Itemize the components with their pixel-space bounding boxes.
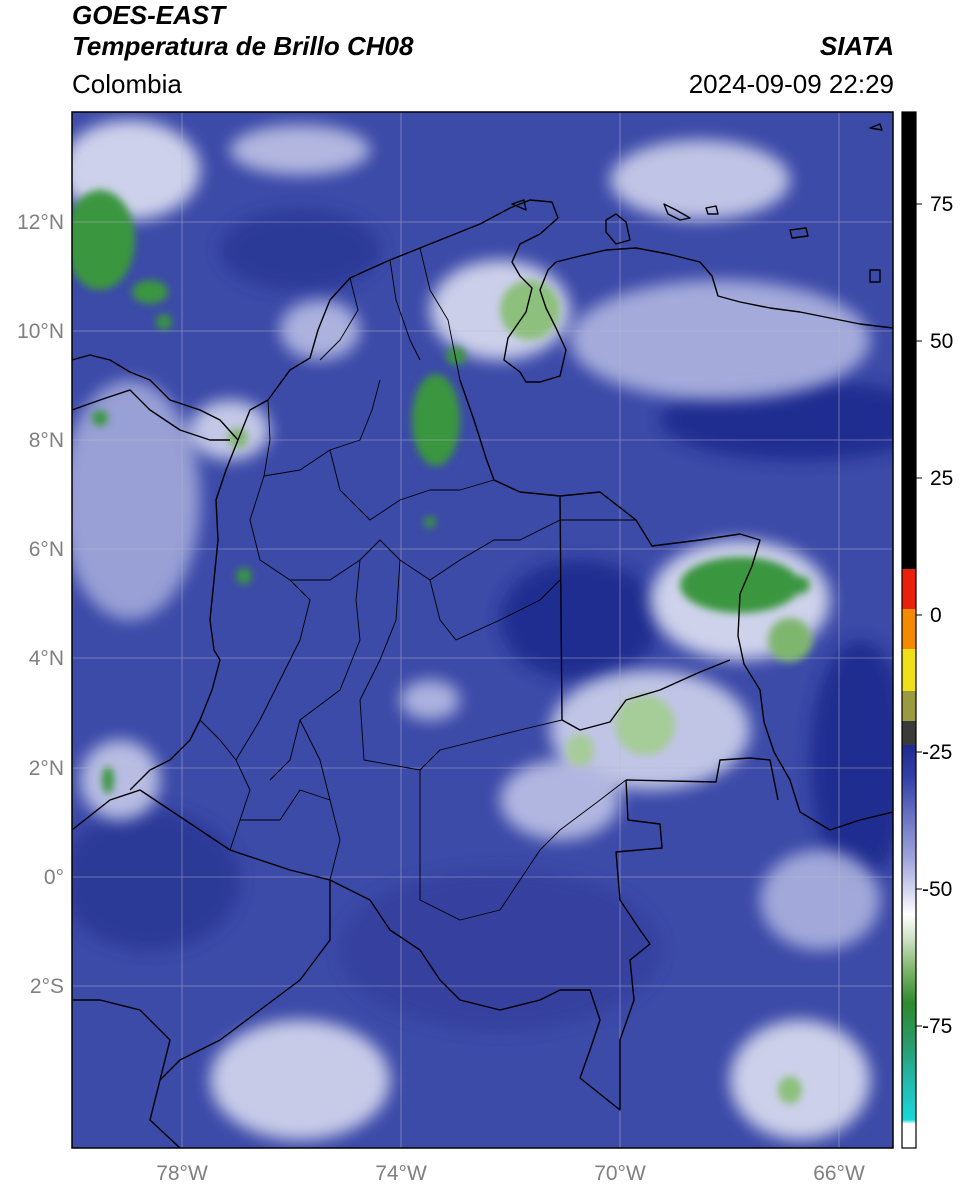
satellite-image (72, 112, 893, 1148)
longitude-labels: 78°W 74°W 70°W 66°W (156, 1162, 865, 1185)
lat-label: 6°N (29, 538, 64, 561)
lat-label: 2°S (30, 975, 64, 998)
graticule (72, 112, 893, 1148)
lat-label: 0° (44, 866, 64, 889)
colorbar-dark-segment (902, 721, 916, 745)
datetime-label: 2024-09-09 22:29 (688, 69, 894, 99)
colorbar-olive-segment (902, 691, 916, 721)
lat-label: 8°N (29, 429, 64, 452)
title-block: GOES-EAST Temperatura de Brillo CH08 Col… (72, 0, 413, 102)
product-name: Temperatura de Brillo CH08 (72, 31, 414, 61)
lat-label: 2°N (29, 757, 64, 780)
colorbar-tick-label: -25 (922, 741, 952, 764)
colorbar-tick-label: -50 (922, 878, 952, 901)
map-frame (71, 111, 894, 1149)
source-name: SIATA (819, 31, 894, 61)
colorbar-yellow-segment (902, 649, 916, 691)
colorbar-red-segment (902, 569, 916, 609)
lon-label: 66°W (813, 1162, 865, 1185)
region-name: Colombia (72, 69, 182, 99)
lat-label: 4°N (29, 647, 64, 670)
colorbar-tick-label: -75 (922, 1015, 952, 1038)
lon-label: 70°W (594, 1162, 646, 1185)
satellite-name: GOES-EAST (72, 0, 226, 30)
colorbar-warm-segment (902, 112, 916, 569)
colorbar-tick-label: 25 (930, 467, 953, 490)
lon-label: 78°W (156, 1162, 208, 1185)
colorbar-orange-segment (902, 609, 916, 649)
latitude-labels: 12°N 10°N 8°N 6°N 4°N 2°N 0° 2°S (17, 211, 64, 998)
country-borders (72, 123, 893, 1148)
colorbar-gradient (902, 745, 916, 1148)
department-borders (199, 247, 636, 921)
source-block: SIATA 2024-09-09 22:29 (689, 30, 894, 102)
lat-label: 12°N (17, 211, 64, 234)
lon-label: 74°W (375, 1162, 427, 1185)
colorbar-tick-label: 50 (930, 330, 953, 353)
colorbar-tick-label: 0 (930, 604, 942, 627)
colorbar-tick-label: 75 (930, 193, 953, 216)
convective-cells (72, 190, 812, 1104)
colorbar-frame (901, 111, 917, 1149)
colorbar: 75 50 25 0 -25 -50 -75 (901, 111, 953, 1149)
lat-label: 10°N (17, 320, 64, 343)
